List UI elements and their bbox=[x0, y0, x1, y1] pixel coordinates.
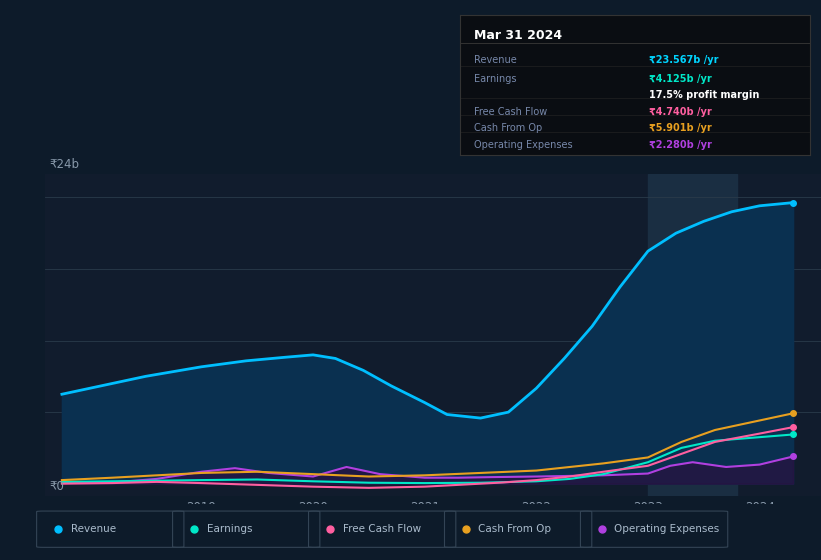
Text: Earnings: Earnings bbox=[474, 74, 516, 85]
Text: ₹4.740b /yr: ₹4.740b /yr bbox=[649, 106, 712, 116]
Text: ₹5.901b /yr: ₹5.901b /yr bbox=[649, 123, 712, 133]
Text: ₹0: ₹0 bbox=[49, 480, 64, 493]
Text: Revenue: Revenue bbox=[71, 524, 116, 534]
Text: Cash From Op: Cash From Op bbox=[479, 524, 552, 534]
Text: Operating Expenses: Operating Expenses bbox=[474, 140, 572, 150]
Text: Free Cash Flow: Free Cash Flow bbox=[474, 106, 548, 116]
Text: Cash From Op: Cash From Op bbox=[474, 123, 542, 133]
Text: Earnings: Earnings bbox=[207, 524, 252, 534]
Text: 17.5% profit margin: 17.5% profit margin bbox=[649, 90, 759, 100]
Text: Mar 31 2024: Mar 31 2024 bbox=[474, 29, 562, 42]
Text: ₹2.280b /yr: ₹2.280b /yr bbox=[649, 140, 712, 150]
Text: ₹23.567b /yr: ₹23.567b /yr bbox=[649, 55, 718, 65]
Text: Revenue: Revenue bbox=[474, 55, 516, 65]
Text: Operating Expenses: Operating Expenses bbox=[614, 524, 720, 534]
Text: ₹4.125b /yr: ₹4.125b /yr bbox=[649, 74, 712, 85]
Text: Free Cash Flow: Free Cash Flow bbox=[342, 524, 420, 534]
Bar bbox=[648, 174, 737, 496]
Text: ₹24b: ₹24b bbox=[49, 158, 80, 171]
